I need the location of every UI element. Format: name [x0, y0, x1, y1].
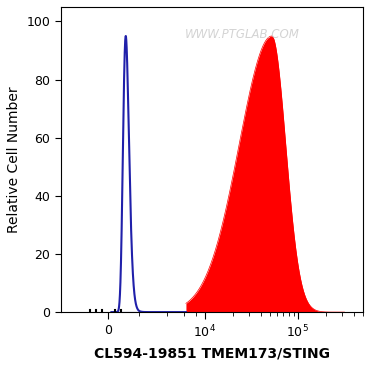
Y-axis label: Relative Cell Number: Relative Cell Number — [7, 86, 21, 233]
X-axis label: CL594-19851 TMEM173/STING: CL594-19851 TMEM173/STING — [94, 346, 330, 360]
Text: WWW.PTGLAB.COM: WWW.PTGLAB.COM — [185, 28, 300, 41]
